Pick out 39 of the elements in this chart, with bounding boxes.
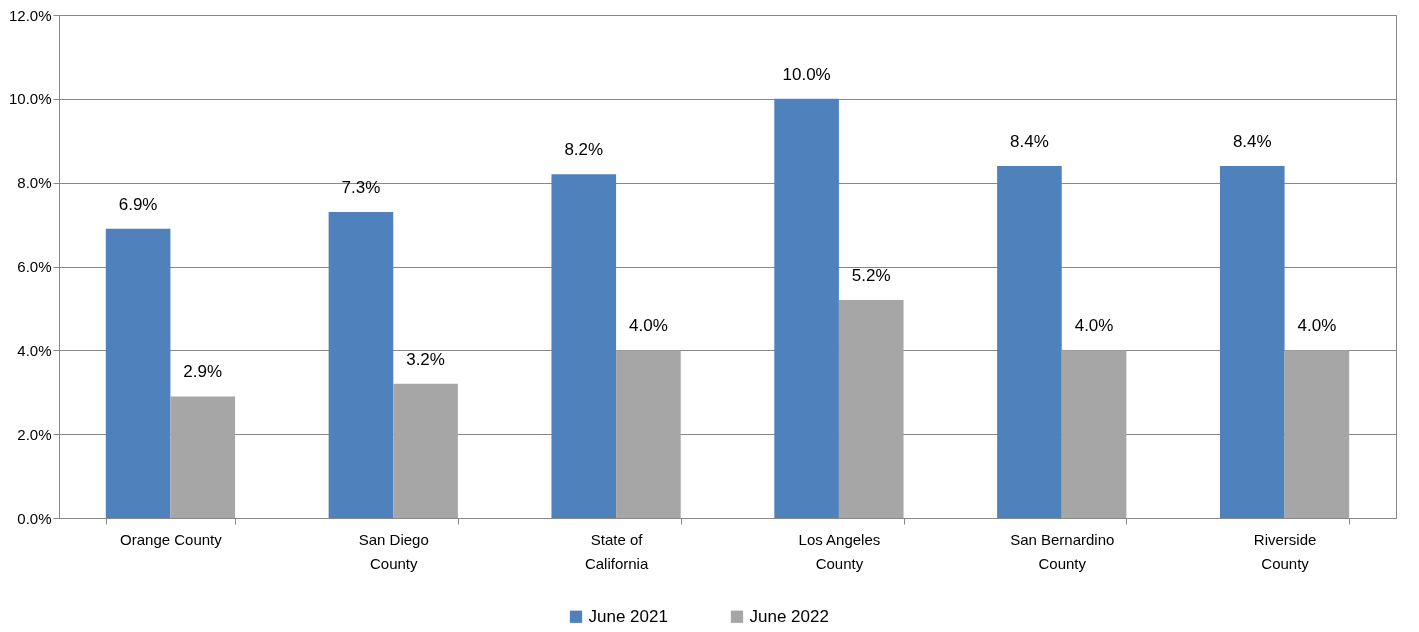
y-tick-label: 0.0%: [17, 509, 52, 527]
y-tick-label: 10.0%: [8, 90, 52, 108]
x-tick-label: Orange County: [120, 530, 223, 548]
data-label: 3.2%: [406, 349, 445, 369]
legend-label: June 2022: [749, 606, 829, 626]
data-label: 5.2%: [851, 266, 891, 286]
bar: [997, 165, 1062, 518]
data-label: 10.0%: [782, 64, 831, 84]
bar: [1219, 165, 1285, 518]
x-tick-label: Los Angeles County: [798, 530, 881, 572]
x-tick-label: San Diego County: [358, 530, 429, 572]
data-label: 2.9%: [183, 362, 223, 382]
y-tick-label: 8.0%: [17, 174, 52, 192]
bar: [616, 350, 681, 518]
data-label: 8.4%: [1232, 131, 1272, 151]
data-label: 4.0%: [629, 316, 668, 336]
bar: [774, 98, 839, 518]
y-tick-label: 4.0%: [17, 341, 52, 359]
data-label: 4.0%: [1297, 316, 1337, 336]
data-label: 8.2%: [564, 140, 604, 160]
bar: [328, 212, 394, 518]
data-label: 8.4%: [1010, 131, 1049, 151]
bar: [1284, 350, 1350, 518]
data-label: 6.9%: [118, 194, 158, 214]
data-label: 4.0%: [1074, 316, 1114, 336]
bar: [838, 300, 904, 518]
x-tick-label: State of California: [584, 530, 649, 572]
y-tick-label: 12.0%: [8, 6, 52, 24]
bar: [170, 396, 236, 518]
bar: [551, 174, 617, 518]
y-tick-label: 2.0%: [17, 425, 52, 443]
y-tick-label: 6.0%: [17, 258, 52, 275]
x-tick-label: Riverside County: [1253, 530, 1317, 572]
legend-label: June 2021: [588, 606, 668, 626]
data-label: 7.3%: [341, 178, 381, 198]
bar: [1061, 350, 1127, 518]
bar: [393, 383, 458, 518]
x-tick-label: San Bernardino County: [1010, 530, 1115, 572]
bar: [105, 228, 171, 518]
